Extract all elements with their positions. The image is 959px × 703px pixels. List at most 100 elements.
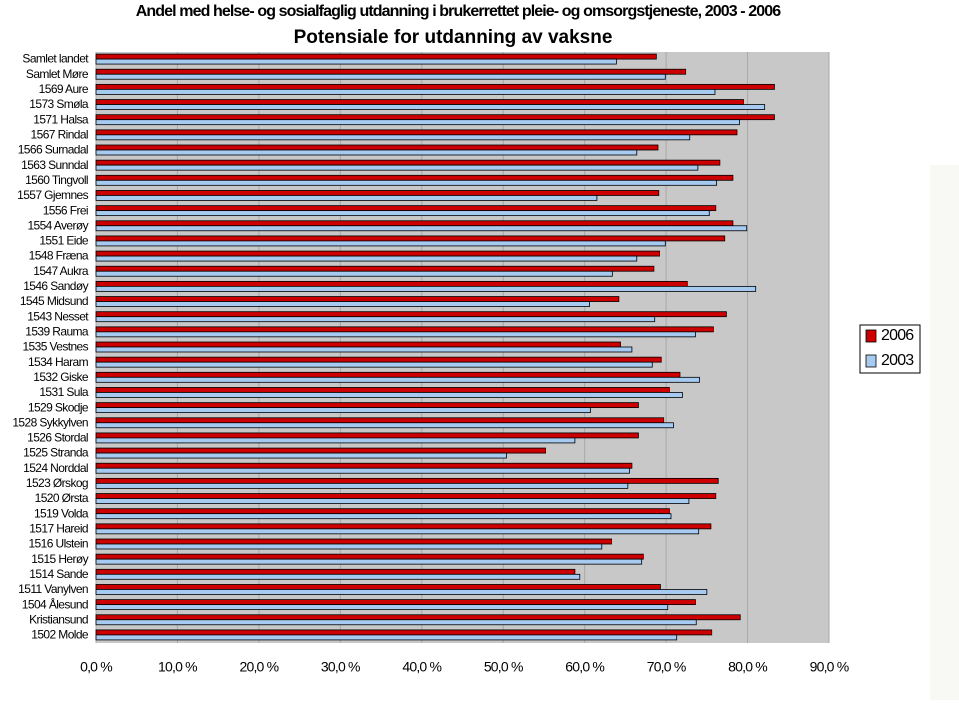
bar (95, 250, 660, 257)
y-tick-label: 1511 Vanylven (18, 582, 88, 596)
bar (95, 210, 710, 217)
bar (95, 179, 718, 186)
bar (95, 392, 683, 398)
bar (95, 584, 661, 590)
y-tick-label: 1532 Giske (33, 370, 89, 384)
y-tick-label: Kristiansund (29, 612, 88, 626)
y-tick-label: 1534 Haram (28, 355, 89, 369)
y-tick-label: 1516 Ulstein (28, 537, 88, 551)
bar (95, 331, 696, 338)
x-tick-label: 90,0 % (810, 659, 849, 675)
bar (95, 604, 669, 611)
bar (95, 452, 507, 459)
y-tick-label: 1573 Smøla (29, 97, 89, 111)
bar (95, 104, 766, 110)
bar (95, 220, 734, 227)
bar (95, 164, 699, 171)
bar (95, 341, 621, 348)
bar (95, 462, 633, 469)
bar (95, 513, 672, 520)
side-strip (930, 165, 959, 700)
y-tick-label: 1567 Rindal (31, 128, 88, 142)
x-tick-label: 60,0 % (565, 659, 604, 675)
bar (95, 538, 612, 545)
bar (95, 387, 670, 393)
y-tick-label: 1560 Tingvoll (25, 173, 88, 187)
bar (95, 240, 666, 247)
bar (95, 225, 748, 232)
y-tick-label: 1523 Ørskog (26, 476, 88, 490)
x-tick-label: 0,0 % (80, 659, 112, 675)
y-tick-label: 1547 Aukra (33, 264, 89, 278)
y-tick-label: 1563 Sunndal (21, 158, 88, 172)
bar (95, 558, 643, 565)
bar (95, 326, 714, 333)
bar (95, 493, 717, 499)
x-tick-label: 70,0 % (647, 659, 686, 675)
y-tick-label: Samlet landet (22, 52, 89, 66)
y-tick-label: Samlet Møre (26, 67, 89, 81)
bar (95, 119, 740, 126)
bar (95, 619, 697, 626)
bar (95, 255, 638, 262)
bar (95, 467, 630, 474)
bar (95, 498, 690, 504)
y-tick-label: 1517 Hareid (29, 522, 88, 536)
y-tick-label: 1519 Volda (34, 506, 89, 520)
bar (95, 447, 546, 454)
bar (95, 402, 639, 409)
legend-swatch (865, 329, 877, 343)
y-tick-label: 1545 Midsund (20, 294, 88, 308)
bar (95, 589, 708, 595)
bar (95, 114, 775, 121)
bar (95, 573, 581, 580)
bar (95, 174, 734, 181)
bar (95, 301, 590, 307)
bar (95, 58, 617, 65)
y-tick-label: 1566 Surnadal (18, 143, 88, 157)
legend-label: 2006 (881, 327, 914, 344)
bar (95, 235, 726, 242)
bar (95, 83, 775, 90)
y-tick-label: 1524 Norddal (23, 461, 88, 475)
bar (95, 417, 665, 424)
bar (95, 129, 738, 136)
bar (95, 99, 744, 105)
bar (95, 280, 688, 287)
bar (95, 422, 674, 429)
y-tick-label: 1554 Averøy (27, 218, 88, 232)
x-tick-label: 10,0 % (158, 659, 197, 675)
bar (95, 376, 700, 383)
y-tick-label: 1520 Ørsta (35, 491, 89, 505)
bar (95, 195, 598, 201)
bar (95, 73, 666, 80)
y-tick-label: 1504 Ålesund (22, 596, 88, 611)
bar (95, 68, 687, 75)
bar (95, 599, 696, 606)
bar (95, 543, 603, 550)
y-tick-label: 1531 Sula (39, 385, 89, 399)
bar (95, 477, 719, 484)
bar (95, 553, 644, 560)
bar (95, 629, 713, 636)
y-tick-label: 1514 Sande (29, 567, 89, 581)
y-tick-label: 1571 Halsa (33, 112, 89, 126)
bar (95, 528, 700, 535)
bar (95, 159, 721, 166)
bar (95, 437, 576, 444)
legend-swatch (865, 354, 877, 368)
bar (95, 356, 662, 363)
chart-title: Andel med helse- og sosialfaglig utdanni… (136, 3, 781, 20)
y-tick-label: 1569 Aure (39, 82, 89, 96)
bar (95, 88, 716, 95)
bar (95, 432, 639, 439)
bar (95, 614, 741, 621)
bar (95, 285, 757, 292)
bar (95, 523, 712, 530)
bar (95, 346, 633, 353)
y-tick-label: 1551 Eide (39, 234, 89, 248)
x-tick-label: 30,0 % (321, 659, 360, 675)
bar (95, 190, 660, 196)
x-tick-label: 80,0 % (728, 659, 767, 675)
